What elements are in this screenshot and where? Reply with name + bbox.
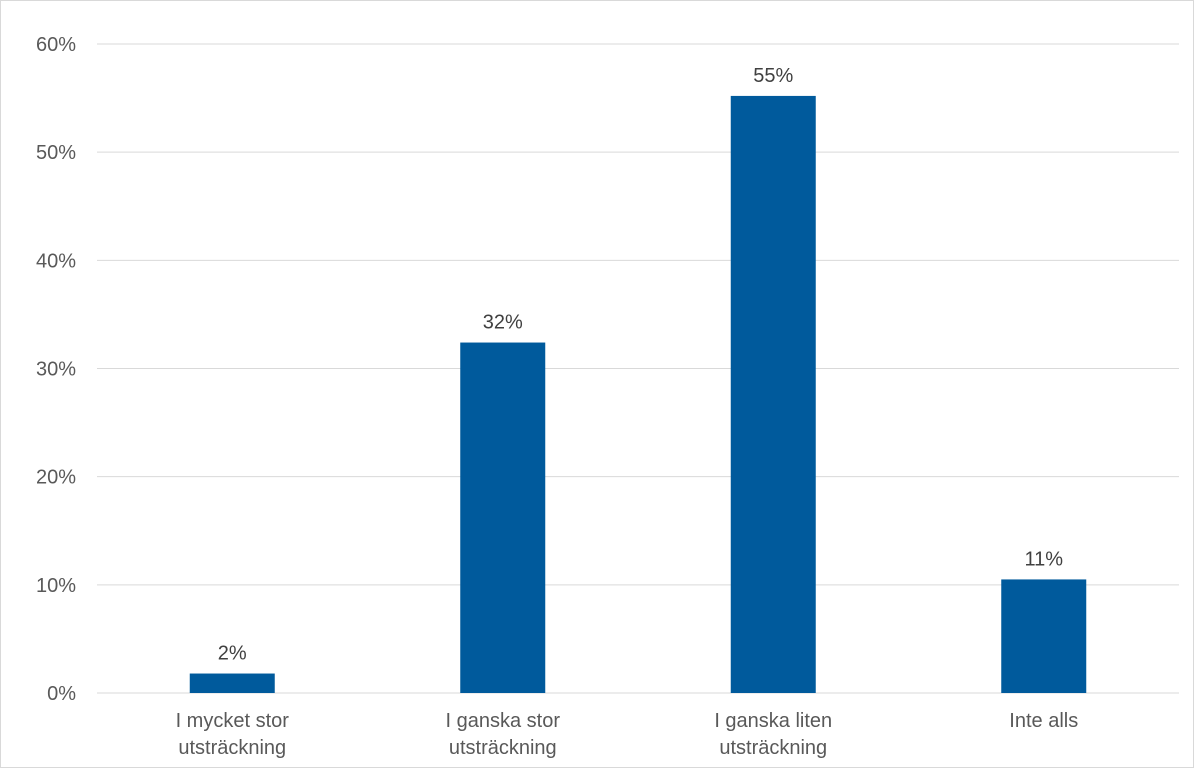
- y-tick-label: 30%: [36, 359, 76, 381]
- data-label: 2%: [218, 643, 247, 665]
- category-label: utsträckning: [719, 737, 827, 759]
- bars: [189, 95, 1087, 694]
- x-axis-categories: I mycket stor utsträckning I ganska stor ut…: [176, 710, 1079, 759]
- bar: [1001, 579, 1087, 693]
- data-labels: 2% 32% 55% 11%: [218, 65, 1063, 665]
- category-label: I mycket stor: [176, 710, 290, 732]
- bar: [460, 342, 546, 693]
- y-axis-ticks: 0% 10% 20% 30% 40% 50% 60%: [36, 34, 76, 705]
- y-tick-label: 10%: [36, 575, 76, 597]
- category-label: I ganska stor: [445, 710, 560, 732]
- category-label: Inte alls: [1009, 710, 1078, 732]
- y-tick-label: 50%: [36, 142, 76, 164]
- category-label: utsträckning: [449, 737, 557, 759]
- data-label: 55%: [753, 65, 793, 87]
- data-label: 11%: [1024, 548, 1063, 570]
- y-tick-label: 20%: [36, 467, 76, 489]
- y-tick-label: 60%: [36, 34, 76, 56]
- y-tick-label: 0%: [47, 683, 76, 705]
- bar: [189, 673, 275, 693]
- data-label: 32%: [483, 312, 523, 334]
- y-tick-label: 40%: [36, 250, 76, 272]
- category-label: utsträckning: [178, 737, 286, 759]
- bar: [730, 95, 816, 694]
- category-label: I ganska liten: [714, 710, 832, 732]
- gridlines: [97, 43, 1179, 694]
